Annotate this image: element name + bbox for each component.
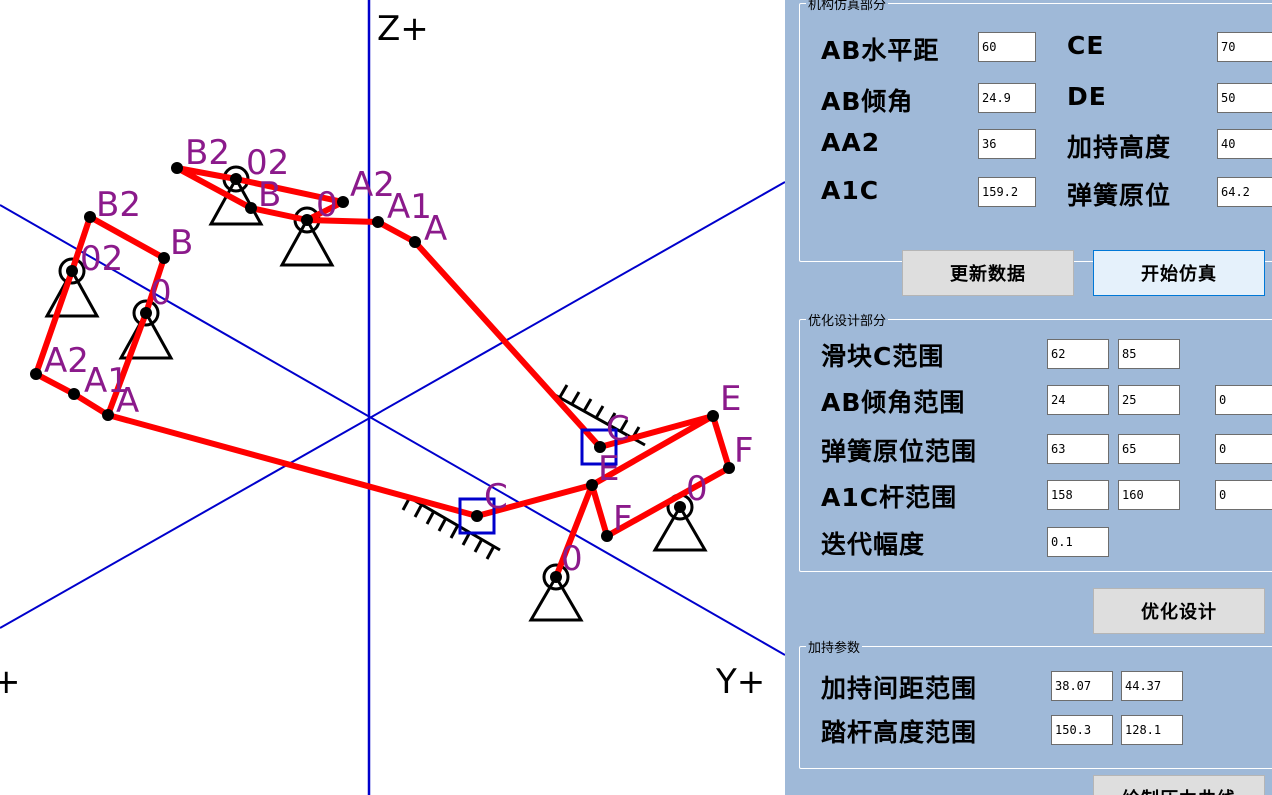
pedal-height-range-label: 踏杆高度范围 bbox=[821, 718, 978, 747]
label-a1-top: A1 bbox=[387, 187, 432, 227]
label-a-top: A bbox=[424, 209, 447, 249]
start-simulation-button[interactable]: 开始仿真 bbox=[1093, 250, 1265, 296]
x-axis bbox=[0, 204, 785, 656]
slider-c-max-input[interactable]: 85 bbox=[1118, 339, 1180, 369]
slider-c-min-input[interactable]: 62 bbox=[1047, 339, 1109, 369]
mechanism-drawing: Z+ Y+ + bbox=[0, 0, 785, 795]
draw-pressure-curve-button[interactable]: 绘制压力曲线 bbox=[1093, 775, 1265, 795]
clamp-height-input[interactable]: 40 bbox=[1217, 129, 1272, 159]
label-o-left: 0 bbox=[150, 273, 172, 313]
clamp-parameters-group: 加持参数 bbox=[799, 637, 1272, 769]
label-o2-left: 02 bbox=[80, 239, 123, 279]
pedal-height-min-input[interactable]: 150.3 bbox=[1051, 715, 1113, 745]
ab-angle-range-label: AB倾角范围 bbox=[821, 388, 966, 417]
optimization-group: 优化设计部分 bbox=[799, 310, 1272, 572]
ab-angle-extra-input[interactable]: 0 bbox=[1215, 385, 1272, 415]
spring-extra-input[interactable]: 0 bbox=[1215, 434, 1272, 464]
mechanism-links bbox=[33, 165, 732, 580]
label-c-lower: C bbox=[484, 477, 508, 517]
ce-input[interactable]: 70 bbox=[1217, 32, 1272, 62]
ab-angle-max-input[interactable]: 25 bbox=[1118, 385, 1180, 415]
a1c-extra-input[interactable]: 0 bbox=[1215, 480, 1272, 510]
iteration-step-input[interactable]: 0.1 bbox=[1047, 527, 1109, 557]
label-b2-left: B2 bbox=[96, 185, 141, 225]
spring-min-input[interactable]: 63 bbox=[1047, 434, 1109, 464]
label-o-right: 0 bbox=[686, 469, 708, 509]
update-data-button[interactable]: 更新数据 bbox=[902, 250, 1074, 296]
ground-hatch-1 bbox=[401, 493, 501, 560]
spring-origin-input[interactable]: 64.2 bbox=[1217, 177, 1272, 207]
ab-angle-input[interactable]: 24.9 bbox=[978, 83, 1036, 113]
clamp-group-legend: 加持参数 bbox=[808, 641, 861, 656]
label-f-right: F bbox=[734, 431, 754, 471]
ab-angle-label: AB倾角 bbox=[821, 87, 914, 116]
simulation-canvas[interactable]: Z+ Y+ + bbox=[0, 0, 785, 795]
pivot-supports bbox=[44, 165, 708, 622]
aa2-label: AA2 bbox=[821, 128, 881, 157]
de-label: DE bbox=[1067, 82, 1107, 111]
spring-range-label: 弹簧原位范围 bbox=[821, 437, 978, 466]
ce-label: CE bbox=[1067, 31, 1105, 60]
control-panel: 机构仿真部分 AB水平距 60 CE 70 AB倾角 24.9 DE 50 AA… bbox=[785, 0, 1272, 795]
y-axis-label: Y+ bbox=[715, 662, 765, 702]
label-b-top: B bbox=[258, 175, 281, 215]
de-input[interactable]: 50 bbox=[1217, 83, 1272, 113]
label-a1-left: A1 bbox=[84, 361, 129, 401]
pedal-height-max-input[interactable]: 128.1 bbox=[1121, 715, 1183, 745]
label-a2-left: A2 bbox=[44, 341, 89, 381]
mechanism-group-legend: 机构仿真部分 bbox=[808, 0, 887, 13]
clamp-spacing-range-label: 加持间距范围 bbox=[821, 674, 978, 703]
a1c-min-input[interactable]: 158 bbox=[1047, 480, 1109, 510]
label-e-upper: E bbox=[720, 379, 741, 419]
clamp-spacing-max-input[interactable]: 44.37 bbox=[1121, 671, 1183, 701]
ab-angle-min-input[interactable]: 24 bbox=[1047, 385, 1109, 415]
label-a-left: A bbox=[116, 381, 139, 421]
label-a2-top: A2 bbox=[350, 165, 395, 205]
iteration-step-label: 迭代幅度 bbox=[821, 530, 926, 559]
optimize-design-button[interactable]: 优化设计 bbox=[1093, 588, 1265, 634]
label-b-left: B bbox=[170, 223, 193, 263]
a1c-range-label: A1C杆范围 bbox=[821, 483, 958, 512]
y-axis bbox=[0, 181, 785, 629]
label-e-lower: E bbox=[598, 449, 619, 489]
label-f-lower: F bbox=[613, 499, 633, 539]
slider-c2 bbox=[580, 428, 618, 466]
clamp-spacing-min-input[interactable]: 38.07 bbox=[1051, 671, 1113, 701]
label-o2-top: 02 bbox=[246, 143, 289, 183]
z-axis-label: Z+ bbox=[377, 9, 429, 49]
a1c-max-input[interactable]: 160 bbox=[1118, 480, 1180, 510]
slider-c-range-label: 滑块C范围 bbox=[821, 342, 945, 371]
a1c-label: A1C bbox=[821, 176, 880, 205]
label-c-upper: C bbox=[606, 409, 630, 449]
x-axis-label: + bbox=[0, 662, 21, 702]
aa2-input[interactable]: 36 bbox=[978, 129, 1036, 159]
ab-horizontal-label: AB水平距 bbox=[821, 36, 940, 65]
slider-c1 bbox=[458, 497, 496, 535]
label-o-bottom: 0 bbox=[561, 539, 583, 579]
label-o-top: 0 bbox=[316, 185, 338, 225]
a1c-input[interactable]: 159.2 bbox=[978, 177, 1036, 207]
label-b2-top: B2 bbox=[185, 133, 230, 173]
clamp-height-label: 加持高度 bbox=[1067, 133, 1172, 162]
spring-max-input[interactable]: 65 bbox=[1118, 434, 1180, 464]
optimization-group-legend: 优化设计部分 bbox=[808, 314, 887, 329]
spring-origin-label: 弹簧原位 bbox=[1067, 181, 1172, 210]
joint-dots bbox=[30, 162, 735, 583]
point-labels: B2 02 B 0 A2 A1 A B2 02 B 0 A2 A1 A C E … bbox=[44, 133, 754, 579]
ab-horizontal-input[interactable]: 60 bbox=[978, 32, 1036, 62]
